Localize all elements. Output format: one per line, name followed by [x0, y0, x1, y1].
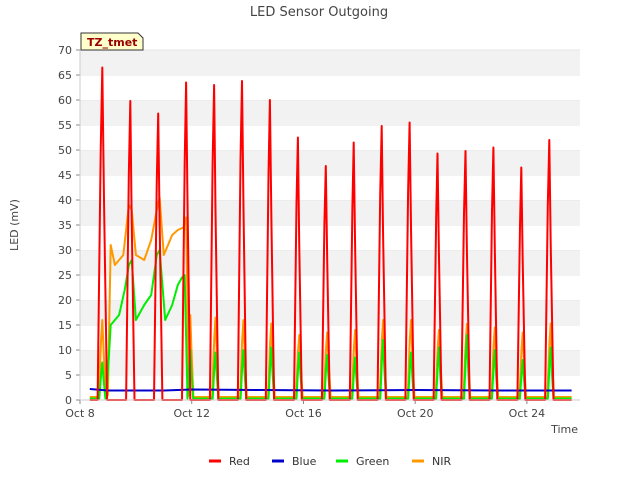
x-tick-label: Oct 12: [173, 407, 210, 420]
y-tick-label: 65: [58, 69, 72, 82]
grid-band: [80, 50, 580, 75]
x-tick-label: Oct 24: [509, 407, 546, 420]
y-tick-label: 25: [58, 269, 72, 282]
chart-title: LED Sensor Outgoing: [250, 5, 388, 20]
x-tick-label: Oct 20: [397, 407, 434, 420]
y-tick-label: 0: [65, 394, 72, 407]
y-tick-label: 20: [58, 294, 72, 307]
y-tick-label: 70: [58, 44, 72, 57]
y-tick-label: 15: [58, 319, 72, 332]
plot-area: [89, 66, 572, 401]
y-tick-label: 30: [58, 244, 72, 257]
tz-badge-text: TZ_tmet: [87, 36, 137, 49]
y-axis-ticks: 0 5 10 15 20 25 30 35 40 45 50 55 60 65 70: [58, 44, 80, 407]
legend-label-green: Green: [356, 455, 389, 468]
x-tick-label: Oct 16: [285, 407, 322, 420]
y-tick-label: 35: [58, 219, 72, 232]
grid-band: [80, 200, 580, 225]
legend-label-nir: NIR: [432, 455, 451, 468]
legend: Red Blue Green NIR: [209, 455, 451, 468]
legend-label-red: Red: [229, 455, 250, 468]
x-axis-label: Time: [550, 423, 578, 436]
y-tick-label: 40: [58, 194, 72, 207]
grid-band: [80, 175, 580, 200]
y-tick-label: 10: [58, 344, 72, 357]
x-axis-ticks: Oct 8 Oct 12 Oct 16 Oct 20 Oct 24: [65, 400, 545, 420]
grid-band: [80, 125, 580, 150]
y-axis-label: LED (mV): [8, 199, 21, 251]
grid-band: [80, 150, 580, 175]
grid-band: [80, 75, 580, 100]
legend-label-blue: Blue: [292, 455, 317, 468]
x-tick-label: Oct 8: [65, 407, 95, 420]
y-tick-label: 5: [65, 369, 72, 382]
y-tick-label: 45: [58, 169, 72, 182]
y-tick-label: 60: [58, 94, 72, 107]
y-tick-label: 55: [58, 119, 72, 132]
tz-badge-shape: [80, 32, 144, 51]
grid-band: [80, 100, 580, 125]
tz-badge: TZ_tmet: [80, 32, 144, 51]
y-tick-label: 50: [58, 144, 72, 157]
series-line-red: [89, 66, 572, 401]
